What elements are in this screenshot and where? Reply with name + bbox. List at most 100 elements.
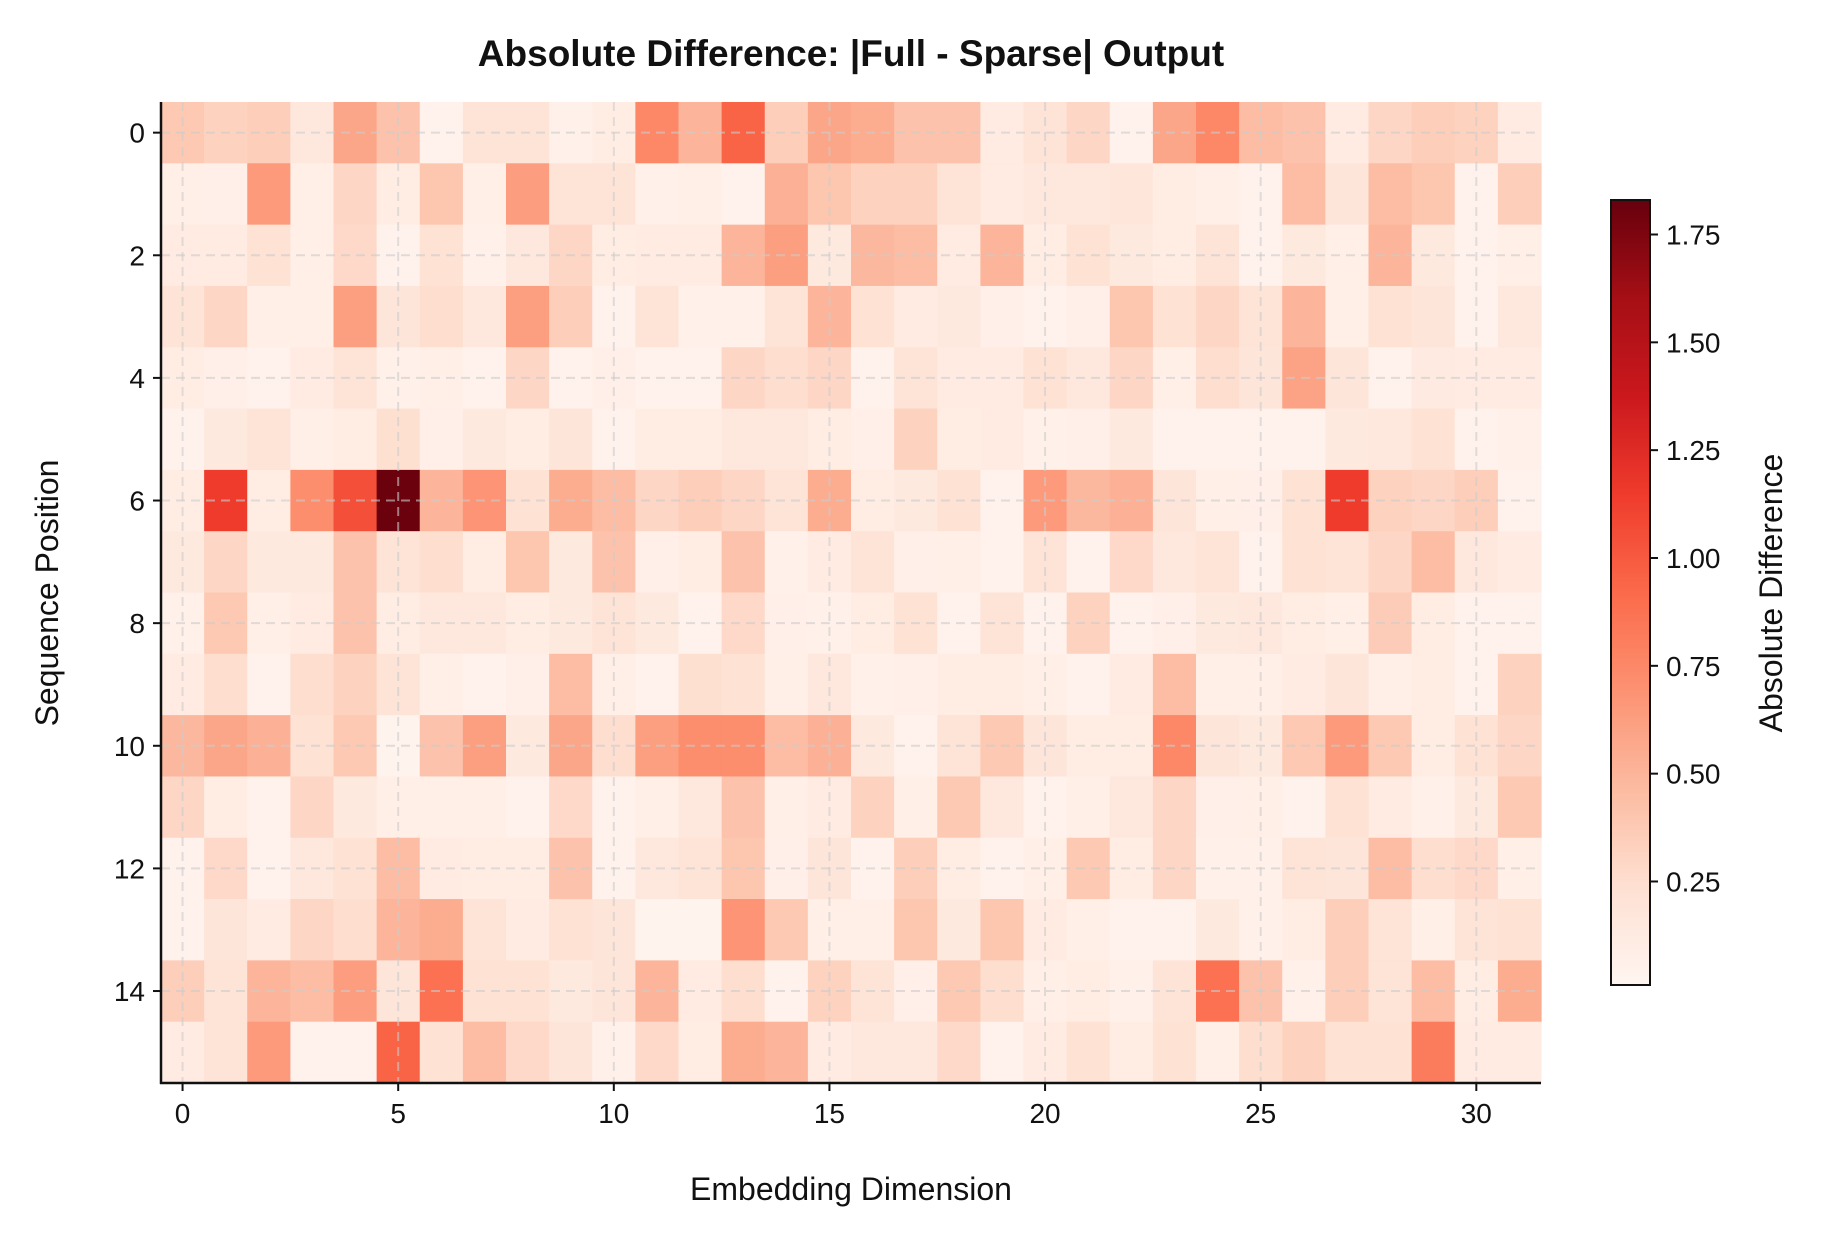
heatmap-cell (1411, 285, 1456, 348)
grid-lines (161, 102, 1541, 1083)
heatmap-cell (894, 653, 938, 716)
heatmap-cell (721, 224, 766, 287)
heatmap-cell (204, 653, 248, 716)
heatmap-cell (1066, 837, 1111, 900)
x-tick-label: 0 (175, 1098, 191, 1129)
heatmap-cell (290, 899, 335, 961)
heatmap-cell (1368, 531, 1413, 594)
heatmap-cell (1109, 653, 1154, 716)
heatmap-cell (1066, 715, 1111, 778)
heatmap-cell (1109, 347, 1154, 410)
heatmap-cell (1196, 531, 1240, 594)
heatmap-cell (894, 1021, 938, 1084)
heatmap-cell (1411, 960, 1456, 1023)
heatmap-cell (1196, 1021, 1240, 1084)
heatmap-cell (851, 653, 895, 716)
heatmap-cell (1411, 899, 1456, 961)
heatmap-cell (764, 163, 809, 226)
heatmap-cell (1196, 163, 1240, 226)
heatmap-cell (549, 408, 593, 471)
heatmap-cell (721, 837, 766, 900)
heatmap-cell (980, 653, 1025, 716)
heatmap-cell (894, 408, 938, 471)
heatmap-cell (1066, 899, 1111, 961)
heatmap-cell (1497, 408, 1542, 471)
y-tick-label: 2 (129, 240, 145, 271)
heatmap-cell (462, 163, 507, 226)
heatmap-cell (333, 653, 378, 716)
heatmap-cell (894, 776, 938, 839)
heatmap-cell (764, 347, 809, 410)
heatmap-cell (1066, 653, 1111, 716)
heatmap-cell (462, 776, 507, 839)
heatmap-cell (764, 653, 809, 716)
heatmap-cell (290, 285, 335, 348)
heatmap-cell (1368, 899, 1413, 961)
heatmap-cell (419, 531, 464, 594)
colorbar-tick-label: 1.75 (1666, 220, 1721, 251)
heatmap-cell (204, 408, 248, 471)
heatmap-cell (1325, 531, 1370, 594)
heatmap-cell (247, 899, 291, 961)
heatmap-cell (419, 469, 464, 532)
heatmap-cell (980, 285, 1025, 348)
heatmap-cell (1066, 224, 1111, 287)
heatmap-cell (1066, 592, 1111, 655)
heatmap-cell (764, 408, 809, 471)
heatmap-cell (764, 960, 809, 1023)
heatmap-cell (1497, 163, 1542, 226)
heatmap-cell (1109, 224, 1154, 287)
heatmap-cell (937, 531, 981, 594)
x-tick-label: 30 (1461, 1098, 1492, 1129)
heatmap-cell (1411, 408, 1456, 471)
heatmap-cell (1196, 899, 1240, 961)
colorbar-tick-label: 0.25 (1666, 866, 1721, 897)
heatmap-cell (290, 531, 335, 594)
heatmap-cell (333, 224, 378, 287)
heatmap-cell (894, 899, 938, 961)
heatmap-cell (290, 408, 335, 471)
heatmap-cell (1368, 592, 1413, 655)
y-tick-label: 0 (129, 118, 145, 149)
y-tick-label: 12 (114, 853, 145, 884)
heatmap-cell (1325, 1021, 1370, 1084)
heatmap-cell (851, 776, 895, 839)
heatmap-cell (678, 469, 723, 532)
heatmap-cell (764, 715, 809, 778)
heatmap-cell (764, 837, 809, 900)
heatmap-cell (1368, 347, 1413, 410)
heatmap-cell (419, 592, 464, 655)
heatmap-cell (419, 776, 464, 839)
heatmap-cell (1152, 408, 1197, 471)
heatmap-cell (721, 102, 766, 164)
heatmap-cell (635, 531, 680, 594)
heatmap-cell (506, 285, 550, 348)
heatmap-cell (290, 776, 335, 839)
heatmap-cell (1066, 1021, 1111, 1084)
y-tick-label: 8 (129, 608, 145, 639)
heatmap-cell (204, 285, 248, 348)
heatmap-cell (1282, 1021, 1326, 1084)
heatmap-cell (721, 531, 766, 594)
heatmap-cell (1109, 408, 1154, 471)
heatmap-cell (1109, 163, 1154, 226)
heatmap-cell (1109, 837, 1154, 900)
heatmap-cell (419, 960, 464, 1023)
heatmap-cell (462, 1021, 507, 1084)
heatmap-cell (980, 899, 1025, 961)
x-tick-label: 10 (598, 1098, 629, 1129)
heatmap-cell (333, 1021, 378, 1084)
heatmap-cell (247, 776, 291, 839)
heatmap-cell (1282, 653, 1326, 716)
y-tick-label: 4 (129, 363, 145, 394)
heatmap-cell (1282, 531, 1326, 594)
heatmap-cell (851, 899, 895, 961)
heatmap-cell (549, 899, 593, 961)
heatmap-cell (635, 285, 680, 348)
heatmap-cell (635, 163, 680, 226)
heatmap-cell (764, 531, 809, 594)
heatmap-cell (333, 899, 378, 961)
heatmap-cell (721, 408, 766, 471)
heatmap-cell (333, 102, 378, 164)
colorbar-tick-label: 1.50 (1666, 327, 1721, 358)
